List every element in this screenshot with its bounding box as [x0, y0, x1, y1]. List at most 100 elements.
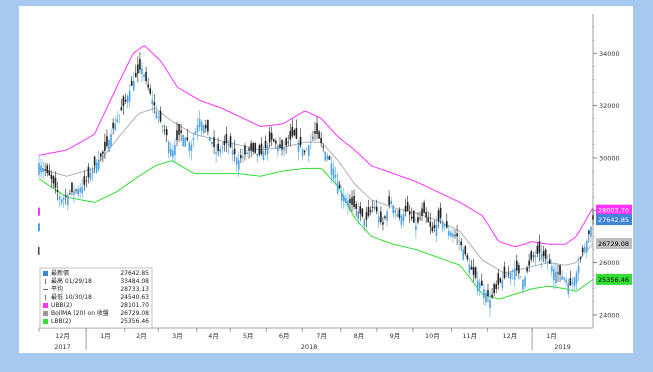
- candle: [252, 141, 254, 155]
- candle-body: [279, 144, 281, 148]
- legend: 最新價 27642.85 最高 01/29/18 33484.08 平均 28733.13…: [39, 267, 153, 329]
- candle: [38, 154, 40, 178]
- candle-body: [351, 197, 353, 206]
- candle-body: [157, 116, 160, 118]
- candle-body: [338, 184, 341, 189]
- candle-body: [573, 277, 576, 287]
- candle: [363, 218, 366, 232]
- candle-body: [69, 193, 71, 195]
- candle-body: [590, 226, 592, 237]
- candle: [60, 198, 63, 207]
- y-tick-label: 24000: [599, 311, 620, 319]
- candle: [406, 195, 409, 212]
- candle: [579, 256, 582, 263]
- candle-body: [281, 139, 283, 150]
- candle: [528, 253, 530, 272]
- x-month-label: 6月: [279, 332, 290, 340]
- candle: [345, 193, 347, 206]
- candle-body: [225, 134, 228, 144]
- price-tag-box: [596, 204, 632, 216]
- candle: [71, 182, 73, 196]
- candle-body: [314, 131, 316, 134]
- x-month-label: 1月: [100, 332, 111, 340]
- candle: [116, 110, 119, 124]
- candle-body: [491, 294, 493, 298]
- left-edge-mark: [38, 207, 40, 216]
- candle-body: [120, 107, 123, 111]
- candle-body: [367, 207, 370, 216]
- candle: [450, 229, 452, 238]
- candle: [538, 234, 541, 262]
- candle: [316, 116, 318, 140]
- candle: [114, 115, 117, 132]
- candle-body: [375, 206, 378, 212]
- candle-body: [470, 266, 473, 270]
- candle-body: [260, 143, 263, 155]
- candle: [518, 262, 520, 280]
- candle-body: [268, 131, 271, 143]
- candle: [526, 265, 528, 274]
- candle: [336, 172, 339, 195]
- candle-body: [322, 146, 325, 148]
- candle: [110, 128, 112, 149]
- candle: [334, 166, 337, 185]
- candle-body: [497, 273, 500, 285]
- candle-body: [472, 267, 475, 275]
- candle-body: [132, 81, 135, 91]
- candle: [478, 278, 481, 296]
- candle-body: [38, 163, 40, 175]
- candle: [542, 245, 545, 263]
- candle: [118, 114, 121, 124]
- candle: [132, 72, 135, 92]
- candle-body: [501, 280, 504, 288]
- legend-value: 28101.70: [120, 302, 149, 309]
- candle-body: [73, 191, 75, 195]
- candle-body: [211, 141, 213, 144]
- candle-body: [139, 58, 141, 70]
- candle-body: [114, 123, 117, 130]
- candle-body: [205, 124, 207, 129]
- candle: [200, 119, 203, 137]
- candle: [312, 130, 314, 142]
- candle: [52, 174, 55, 189]
- candle: [295, 119, 298, 140]
- candle: [102, 150, 104, 163]
- candle-body: [390, 200, 392, 205]
- candle-body: [266, 145, 269, 155]
- candle-body: [244, 145, 246, 155]
- candle-body: [478, 283, 481, 289]
- candle: [301, 148, 304, 161]
- candle: [268, 126, 271, 148]
- candle-body: [540, 253, 543, 260]
- candle: [108, 137, 110, 153]
- candle: [468, 257, 471, 276]
- x-axis: 12月 1月 2月 3月 4月 5月 6月 7月 8月 9月 10月 11月 12月 1月 2017 2018…: [38, 328, 571, 351]
- candle-body: [518, 265, 520, 274]
- price-tag-label: 25356.46: [598, 276, 629, 284]
- candle-body: [410, 216, 413, 219]
- candle-body: [42, 168, 44, 173]
- chart-frame: 12月 1月 2月 3月 4月 5月 6月 7月 8月 9月 10月 11月 12月 1月 2017 2018…: [19, 6, 633, 353]
- candle: [501, 272, 504, 291]
- candle: [499, 277, 502, 284]
- candle: [281, 139, 283, 156]
- candle-body: [77, 189, 79, 195]
- candle-body: [126, 96, 129, 103]
- candle: [359, 201, 362, 221]
- candle: [134, 64, 137, 78]
- candle-body: [93, 156, 96, 166]
- candle: [56, 181, 59, 201]
- candle: [217, 137, 219, 157]
- candle: [470, 259, 473, 270]
- candle: [42, 161, 44, 179]
- candle-body: [544, 249, 547, 259]
- candle-body: [147, 84, 149, 88]
- candle-body: [112, 122, 114, 129]
- candle-body: [237, 160, 240, 170]
- candle-body: [575, 272, 578, 284]
- candle-body: [81, 187, 84, 194]
- candle-body: [588, 230, 590, 235]
- candle: [466, 253, 469, 262]
- candle-body: [398, 209, 401, 218]
- candle-body: [433, 224, 436, 228]
